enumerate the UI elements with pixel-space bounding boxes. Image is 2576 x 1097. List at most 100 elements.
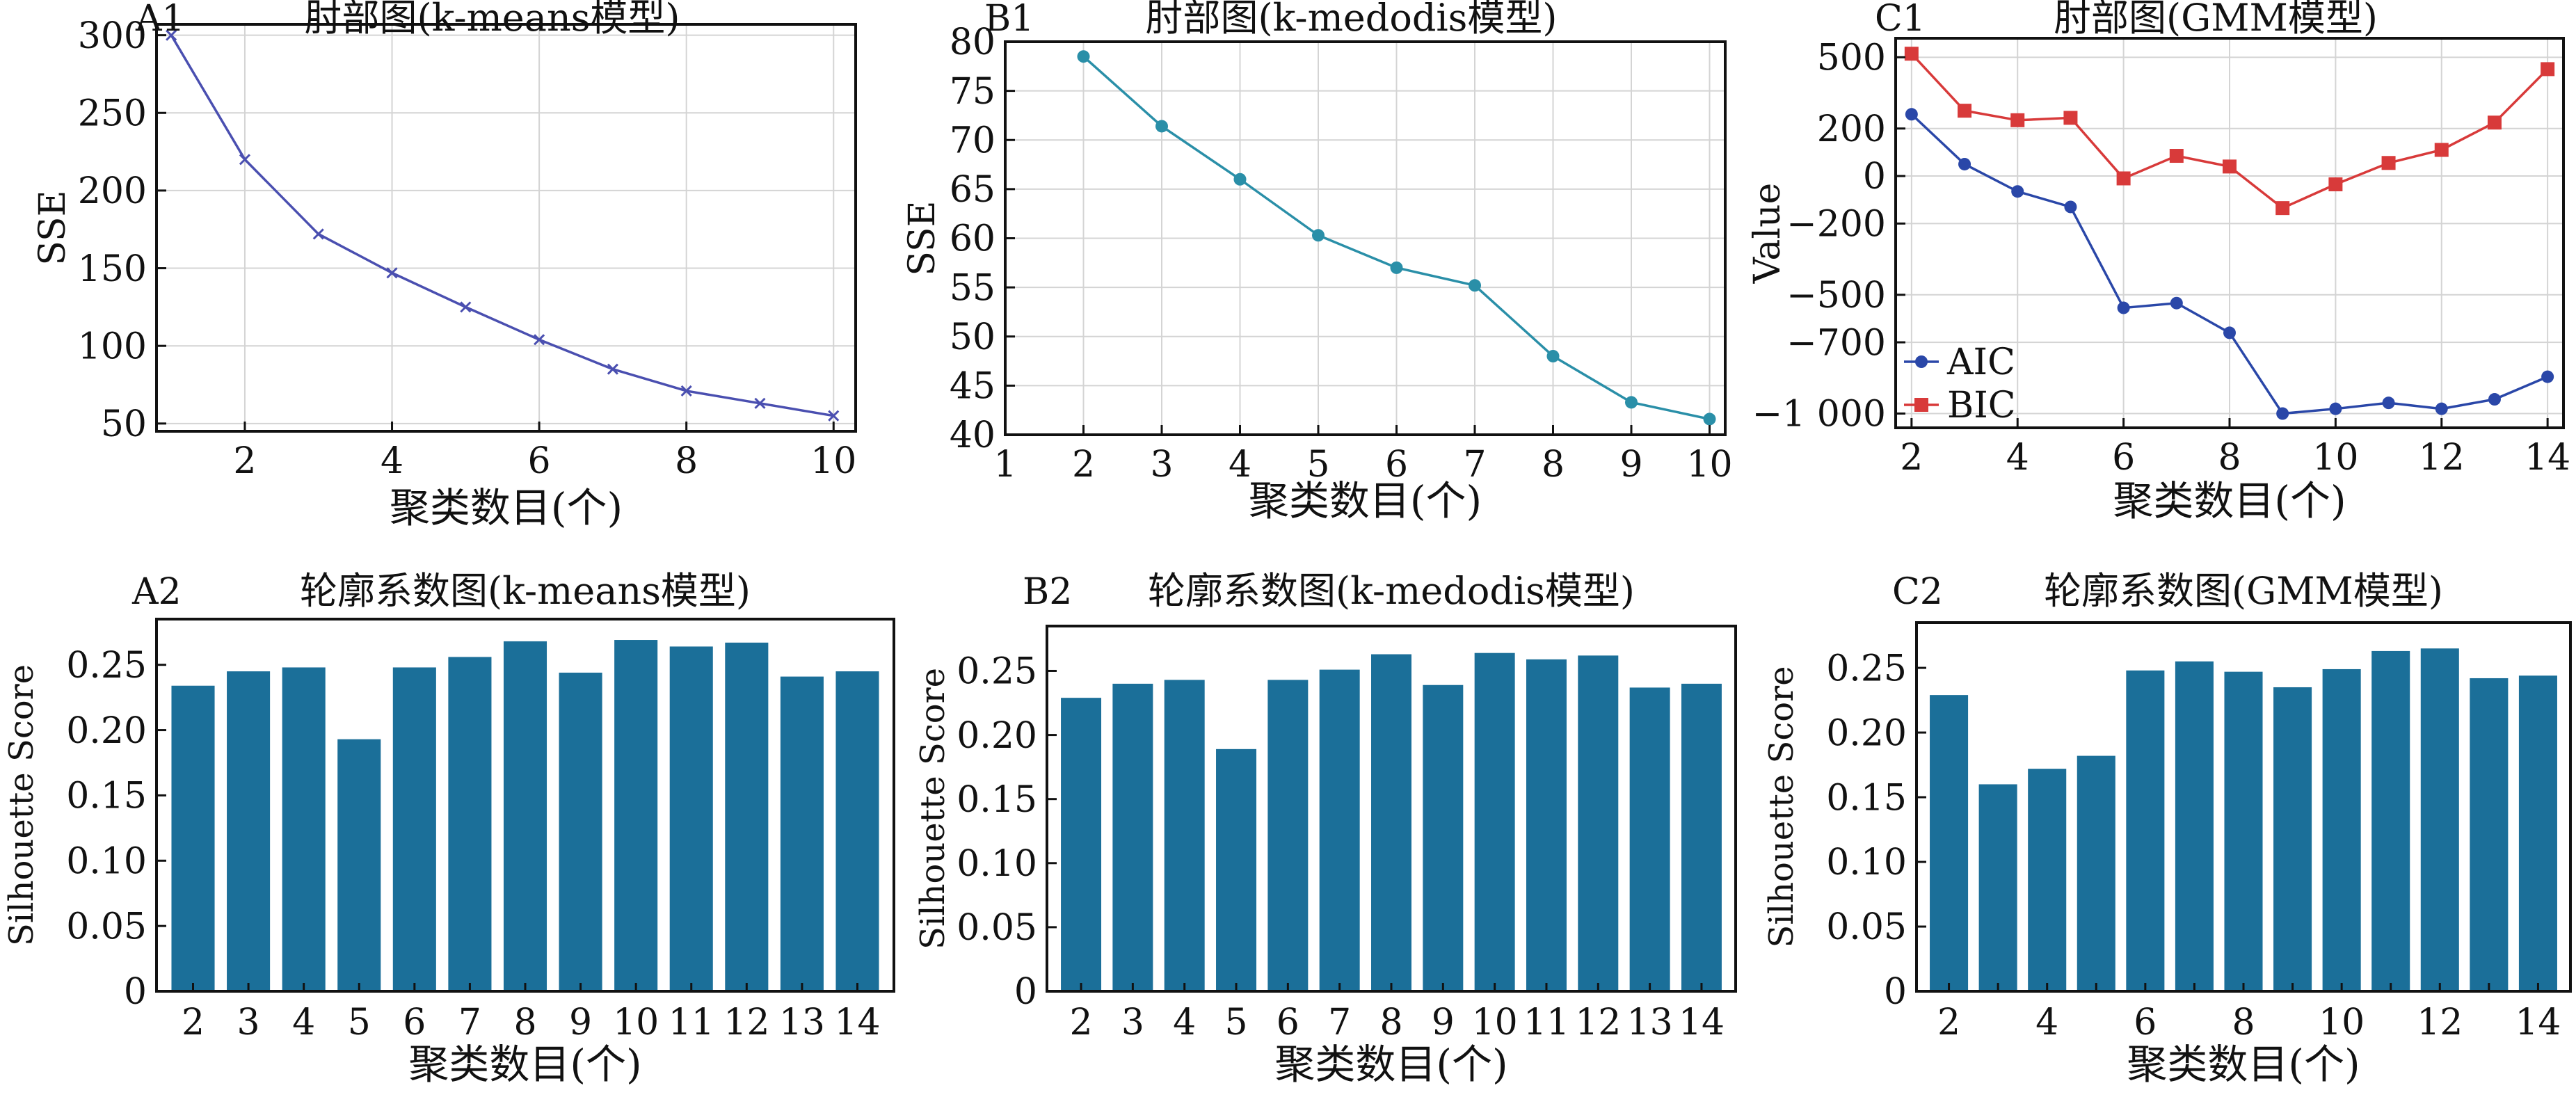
bar-7 — [2175, 661, 2214, 991]
data-point — [1625, 396, 1638, 409]
y-tick-label: 0.25 — [957, 651, 1037, 693]
bar-10 — [2322, 668, 2361, 991]
y-tick-label: 0.15 — [1826, 777, 1907, 819]
bar-10 — [614, 640, 658, 991]
data-point — [386, 267, 398, 279]
chart-title: 轮廓系数图(k-medodis模型) — [1148, 569, 1635, 613]
x-tick-label: 8 — [513, 1002, 536, 1043]
y-axis-label: Silhouette Score — [1762, 666, 1801, 948]
bar-2 — [171, 685, 215, 991]
x-tick-label: 2 — [182, 1002, 205, 1043]
bar-4 — [1164, 680, 1205, 991]
x-tick-label: 3 — [1121, 1002, 1144, 1043]
y-tick-label: 50 — [950, 317, 995, 358]
chart-title: 肘部图(k-medodis模型) — [1146, 0, 1558, 40]
y-tick-label: 0.10 — [66, 840, 147, 882]
x-tick-label: 2 — [233, 440, 256, 482]
series-line-0 — [170, 34, 834, 417]
x-tick-label: 6 — [2112, 437, 2135, 479]
x-tick-label: 9 — [1619, 444, 1642, 486]
panel-label: A2 — [131, 571, 182, 613]
x-axis-label: 聚类数目(个) — [1274, 1041, 1507, 1088]
y-tick-label: 0.15 — [66, 776, 147, 817]
bar-2 — [1930, 695, 1969, 991]
legend-entry-BIC: BIC — [1947, 385, 2016, 426]
y-axis-label: SSE — [32, 190, 74, 265]
x-tick-label: 6 — [528, 440, 551, 482]
bar-9 — [2273, 687, 2312, 991]
x-tick-label: 5 — [1306, 444, 1329, 486]
x-tick-label: 8 — [2232, 1002, 2255, 1043]
y-tick-label: −1 000 — [1752, 394, 1886, 435]
x-tick-label: 6 — [403, 1002, 426, 1043]
y-tick-label: 0.20 — [957, 715, 1037, 757]
y-tick-label: 300 — [78, 15, 147, 57]
chart-title: 肘部图(k-means模型) — [305, 0, 680, 40]
legend-entry-AIC: AIC — [1946, 342, 2015, 383]
data-point — [2117, 301, 2130, 314]
x-tick-label: 6 — [1385, 444, 1408, 486]
data-point — [607, 363, 618, 375]
x-tick-label: 2 — [1069, 1002, 1092, 1043]
data-point — [1233, 173, 1247, 186]
bar-2 — [1061, 698, 1102, 991]
x-tick-label: 4 — [381, 440, 403, 482]
y-tick-label: 0.05 — [1826, 906, 1907, 948]
x-tick-label: 4 — [2006, 437, 2029, 479]
data-point — [1469, 279, 1481, 292]
y-tick-label: 0.20 — [66, 710, 147, 752]
chart-c2: 0 0.05 0.10 0.15 0.20 0.25 2 4 6 8 10 12 14 C2 轮廓系数图(G… — [1762, 569, 2572, 1088]
bar-9 — [559, 672, 602, 991]
data-point — [2487, 115, 2502, 130]
data-point — [2170, 296, 2183, 310]
chart-a2: 0 0.05 0.10 0.15 0.20 0.25 2 3 4 5 6 7 8 9 10 11 12 13 14 A… — [2, 569, 895, 1088]
x-tick-label: 6 — [2134, 1002, 2157, 1043]
data-point — [1546, 350, 1560, 362]
bar-5 — [1216, 748, 1257, 991]
x-axis-label: 聚类数目(个) — [2127, 1041, 2360, 1088]
x-tick-label: 7 — [458, 1002, 481, 1043]
bar-4 — [282, 667, 326, 991]
x-axis-label: 聚类数目(个) — [408, 1041, 641, 1088]
x-tick-label: 2 — [1072, 444, 1095, 486]
panel-label: B2 — [1023, 571, 1072, 613]
x-tick-label: 10 — [1686, 444, 1732, 486]
x-axis-label: 聚类数目(个) — [1249, 477, 1482, 525]
bar-3 — [227, 671, 271, 991]
x-tick-label: 2 — [1900, 437, 1923, 479]
x-tick-label: 3 — [237, 1002, 260, 1043]
bar-7 — [1319, 669, 1360, 991]
data-point — [1155, 120, 1168, 133]
y-tick-label: 0 — [124, 971, 147, 1013]
x-tick-label: 1 — [993, 444, 1016, 486]
y-tick-label: 0.10 — [1826, 842, 1907, 883]
data-point — [2541, 62, 2555, 77]
data-point — [312, 228, 324, 240]
data-point — [2063, 111, 2078, 125]
plot-frame — [155, 23, 857, 433]
y-tick-label: 500 — [1817, 38, 1886, 79]
data-point — [2541, 370, 2554, 383]
y-tick-label: 0.05 — [66, 906, 147, 947]
bar-4 — [2028, 769, 2067, 991]
y-axis-label: SSE — [902, 200, 943, 275]
data-point — [2169, 149, 2184, 163]
x-tick-label: 4 — [1173, 1002, 1196, 1043]
bar-6 — [1267, 680, 1309, 991]
data-point — [2116, 171, 2131, 186]
x-tick-label: 13 — [1627, 1002, 1673, 1043]
y-tick-label: −500 — [1786, 275, 1886, 317]
x-tick-label: 8 — [675, 440, 698, 482]
data-point — [166, 29, 177, 41]
bar-5 — [2077, 755, 2115, 991]
y-tick-label: −200 — [1786, 204, 1886, 246]
bar-8 — [2224, 671, 2263, 991]
x-tick-label: 10 — [613, 1002, 659, 1043]
x-tick-label: 14 — [834, 1002, 880, 1043]
bar-6 — [2126, 670, 2165, 991]
data-point — [460, 301, 472, 313]
chart-title: 轮廓系数图(k-means模型) — [300, 569, 751, 613]
panel-label: C2 — [1892, 571, 1943, 613]
y-tick-label: 0.25 — [66, 645, 147, 687]
data-point — [2223, 326, 2236, 339]
